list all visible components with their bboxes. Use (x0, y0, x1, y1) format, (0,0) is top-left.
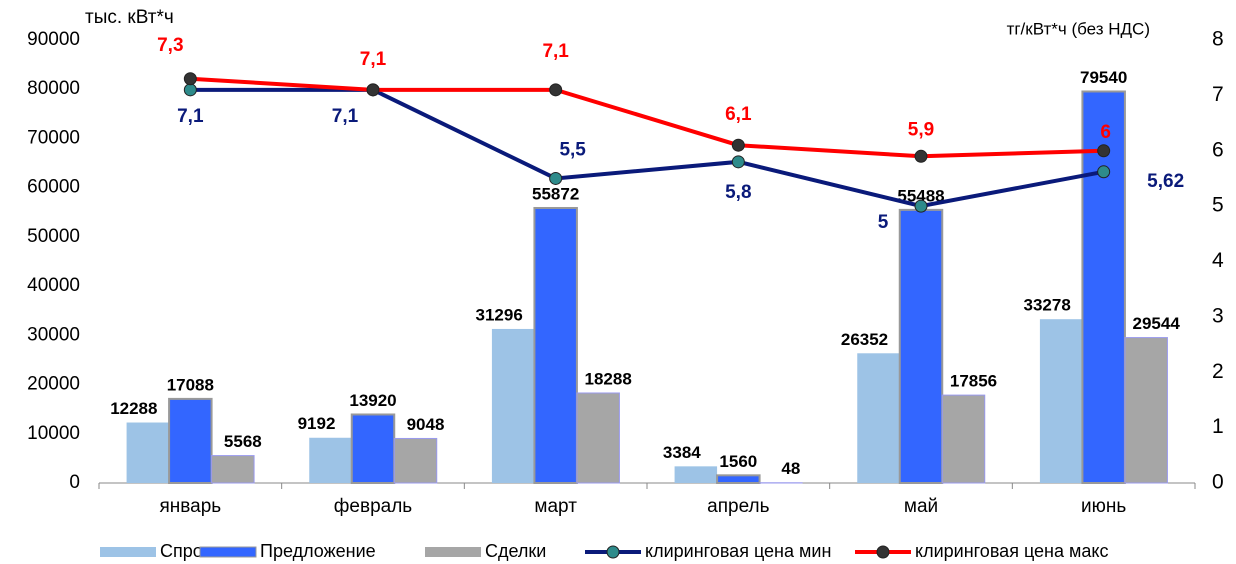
legend-swatch (425, 547, 481, 557)
y2-tick-label: 1 (1212, 415, 1224, 438)
bar (393, 437, 438, 484)
bar-value-label: 9048 (407, 415, 445, 434)
line-value-label: 7,1 (332, 106, 359, 127)
bar-value-label: 3384 (663, 443, 701, 462)
x-tick-label: апрель (707, 496, 769, 517)
line-value-label: 5,62 (1147, 171, 1184, 192)
bar (857, 353, 900, 483)
bar (491, 328, 535, 483)
line-value-label: 7,1 (177, 106, 204, 127)
line-value-label: 7,1 (542, 41, 569, 62)
bar-value-label: 17088 (167, 375, 214, 394)
legend-label: клиринговая цена мин (645, 541, 831, 561)
bar-value-label: 18288 (585, 369, 632, 388)
y2-tick-label: 5 (1212, 194, 1224, 217)
bar-value-label: 13920 (349, 391, 396, 410)
y2-tick-label: 0 (1212, 471, 1224, 494)
bar (168, 397, 213, 484)
legend-marker (606, 545, 620, 559)
y-tick-label: 0 (69, 472, 80, 493)
bar (576, 392, 620, 484)
line-marker (1097, 165, 1111, 179)
y2-tick-label: 8 (1212, 28, 1224, 51)
line-marker (731, 138, 745, 152)
bar (350, 413, 396, 484)
line-marker (1097, 144, 1111, 158)
bar-value-label: 33278 (1024, 296, 1071, 315)
y2-tick-label: 7 (1212, 83, 1224, 106)
x-tick-label: май (904, 496, 938, 517)
y-tick-label: 80000 (27, 78, 80, 99)
line-marker (914, 149, 928, 163)
y-tick-label: 70000 (27, 127, 80, 148)
legend-swatch (100, 547, 156, 557)
bar (211, 455, 255, 484)
x-tick-label: март (534, 496, 577, 517)
bar-value-label: 17856 (950, 372, 997, 391)
y2-tick-label: 3 (1212, 304, 1224, 327)
bar (941, 394, 986, 484)
bar-value-label: 12288 (110, 399, 157, 418)
bar-value-label: 9192 (298, 414, 336, 433)
y-tick-label: 60000 (27, 177, 80, 198)
bar (1039, 319, 1083, 483)
y-tick-label: 50000 (27, 226, 80, 247)
bar-value-label: 29544 (1133, 314, 1181, 333)
bar-value-label: 55488 (897, 186, 944, 205)
y-tick-label: 90000 (27, 29, 80, 50)
y-tick-label: 20000 (27, 374, 80, 395)
bar-value-label: 79540 (1080, 68, 1127, 87)
bar (898, 208, 944, 484)
x-tick-label: январь (159, 496, 221, 517)
y-tick-label: 30000 (27, 324, 80, 345)
bar-value-label: 31296 (476, 305, 523, 324)
legend-label: Спрос (160, 541, 212, 561)
x-tick-label: июнь (1081, 496, 1126, 517)
y2-axis-title: тг/кВт*ч (без НДС) (1007, 19, 1150, 38)
legend-label: клиринговая цена макс (915, 541, 1108, 561)
line-marker (914, 199, 928, 213)
bar (533, 206, 578, 484)
line-marker (183, 72, 197, 86)
y-tick-label: 40000 (27, 275, 80, 296)
line-value-label: 5,5 (559, 139, 586, 160)
bar (674, 466, 718, 483)
line-marker (366, 83, 380, 97)
bar-value-label: 1560 (719, 452, 757, 471)
legend-label: Сделки (485, 541, 546, 561)
line-value-label: 5,8 (725, 182, 751, 203)
line-marker (731, 155, 745, 169)
bar (1124, 337, 1168, 484)
bar-value-label: 48 (781, 459, 800, 478)
x-tick-label: февраль (334, 496, 413, 517)
line-value-label: 7,3 (157, 35, 183, 56)
line (190, 87, 1105, 209)
line-marker (183, 83, 197, 97)
line-marker (549, 83, 563, 97)
bar-value-label: 26352 (841, 330, 888, 349)
bar (309, 437, 352, 483)
y2-tick-label: 4 (1212, 249, 1224, 272)
line-value-label: 5,9 (908, 119, 934, 140)
line-value-label: 6,1 (725, 104, 752, 125)
y2-tick-label: 2 (1212, 360, 1224, 383)
line-value-label: 5 (878, 212, 889, 233)
line-value-label: 7,1 (360, 49, 387, 70)
line (190, 76, 1104, 159)
bar (716, 474, 761, 484)
line-marker (549, 171, 563, 185)
y-tick-label: 10000 (27, 423, 80, 444)
bar (126, 422, 170, 483)
bar-value-label: 55872 (532, 184, 579, 203)
y-axis-title: тыс. кВт*ч (85, 7, 174, 28)
legend-marker (876, 545, 890, 559)
bar (1081, 90, 1126, 484)
y2-tick-label: 6 (1212, 138, 1224, 161)
legend-swatch (199, 546, 257, 558)
bar-value-label: 5568 (224, 432, 262, 451)
legend-label: Предложение (260, 541, 376, 561)
line-value-label: 6 (1100, 122, 1111, 143)
